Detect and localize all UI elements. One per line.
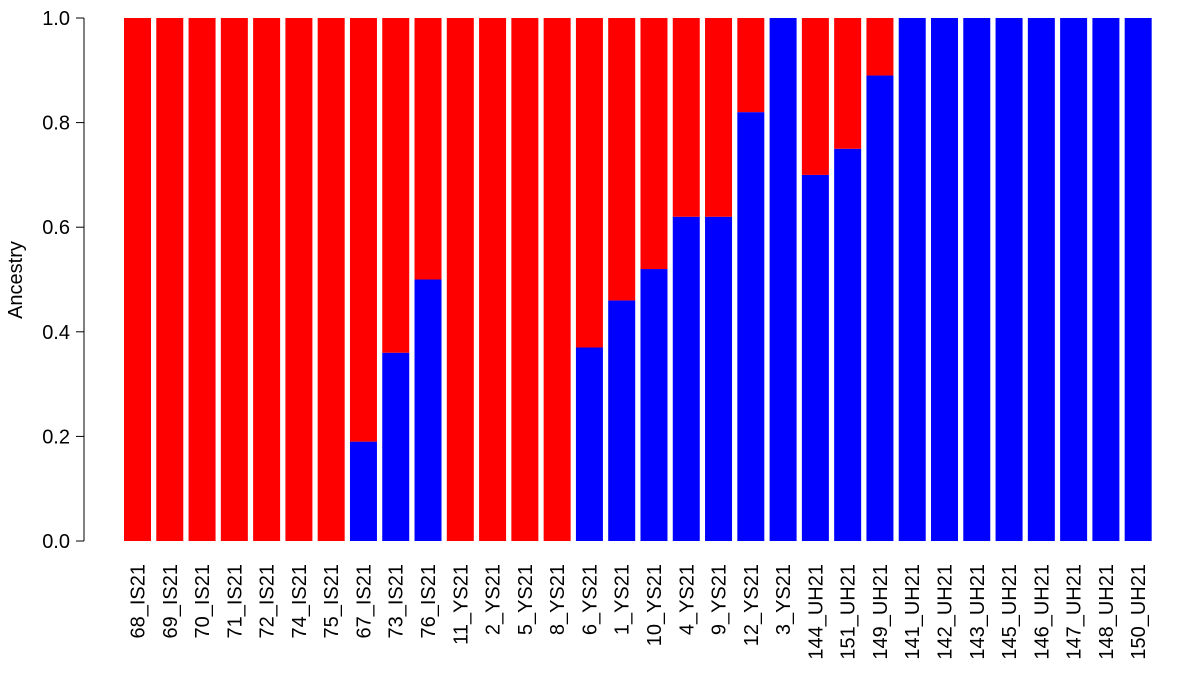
x-tick-label: 146_UH21 (1031, 564, 1053, 660)
bar-segment-70_IS21-s1 (188, 18, 216, 541)
x-tick-label: 2_YS21 (483, 564, 505, 635)
x-tick-label: 3_YS21 (773, 564, 795, 635)
x-tick-label: 68_IS21 (128, 564, 150, 639)
bar-segment-73_IS21-s0 (382, 352, 410, 541)
x-tick-label: 148_UH21 (1096, 564, 1118, 660)
x-tick-label: 70_IS21 (192, 564, 214, 639)
x-tick-label: 1_YS21 (612, 564, 634, 635)
bar-segment-11_YS21-s1 (446, 18, 474, 541)
x-tick-label: 12_YS21 (741, 564, 763, 646)
x-tick-label: 6_YS21 (579, 564, 601, 635)
bar-segment-76_IS21-s0 (414, 279, 442, 541)
bar-segment-144_UH21-s0 (801, 174, 829, 541)
bar-segment-143_UH21-s0 (963, 18, 991, 541)
bar-segment-10_YS21-s1 (640, 18, 668, 270)
bar-segment-5_YS21-s1 (511, 18, 539, 541)
x-tick-label: 4_YS21 (676, 564, 698, 635)
x-tick-label: 145_UH21 (999, 564, 1021, 660)
bar-segment-4_YS21-s1 (672, 18, 700, 217)
bar-segment-67_IS21-s0 (349, 441, 377, 541)
bar-segment-141_UH21-s0 (898, 18, 926, 541)
bar-segment-71_IS21-s1 (220, 18, 248, 541)
bar-segment-76_IS21-s1 (414, 18, 442, 280)
x-tick-label: 71_IS21 (224, 564, 246, 639)
bar-segment-146_UH21-s0 (1027, 18, 1055, 541)
bar-segment-6_YS21-s1 (575, 18, 603, 348)
x-tick-label: 150_UH21 (1128, 564, 1150, 660)
bar-segment-74_IS21-s1 (285, 18, 313, 541)
x-tick-label: 67_IS21 (353, 564, 375, 639)
y-tick-label: 0.8 (42, 113, 70, 135)
bar-segment-147_UH21-s0 (1060, 18, 1088, 541)
bar-segment-3_YS21-s0 (769, 18, 797, 541)
bar-segment-1_YS21-s0 (608, 300, 636, 541)
bar-segment-67_IS21-s1 (349, 18, 377, 442)
bar-segment-69_IS21-s1 (156, 18, 184, 541)
x-tick-label: 69_IS21 (160, 564, 182, 639)
x-tick-label: 142_UH21 (935, 564, 957, 660)
x-tick-label: 149_UH21 (870, 564, 892, 660)
bar-segment-73_IS21-s1 (382, 18, 410, 353)
bars (124, 18, 1152, 542)
bar-segment-149_UH21-s1 (866, 18, 894, 76)
x-tick-label: 143_UH21 (967, 564, 989, 660)
x-tick-label: 74_IS21 (289, 564, 311, 639)
y-axis: 0.0 0.2 0.4 0.6 0.8 1.0 (42, 8, 85, 553)
bar-segment-145_UH21-s0 (995, 18, 1023, 541)
x-tick-label: 144_UH21 (805, 564, 827, 660)
x-tick-label: 147_UH21 (1064, 564, 1086, 660)
bar-segment-142_UH21-s0 (931, 18, 958, 541)
y-tick-label: 0.4 (42, 322, 70, 344)
bar-segment-151_UH21-s0 (834, 148, 862, 541)
x-tick-label: 11_YS21 (450, 564, 472, 645)
bar-segment-151_UH21-s1 (834, 18, 862, 149)
x-tick-label: 76_IS21 (418, 564, 440, 639)
x-tick-label: 9_YS21 (709, 564, 731, 635)
x-tick-label: 151_UH21 (838, 564, 860, 660)
bar-segment-1_YS21-s1 (608, 18, 636, 301)
y-axis-label: Ancestry (5, 241, 27, 319)
bar-segment-149_UH21-s0 (866, 75, 894, 541)
x-tick-label: 8_YS21 (547, 564, 569, 635)
bar-segment-6_YS21-s0 (575, 347, 603, 541)
bar-segment-9_YS21-s1 (705, 18, 733, 217)
bar-segment-68_IS21-s1 (124, 18, 151, 541)
x-tick-label: 72_IS21 (257, 564, 279, 639)
x-tick-label: 10_YS21 (644, 564, 666, 646)
x-tick-label: 73_IS21 (386, 564, 408, 639)
y-tick-label: 1.0 (42, 8, 70, 30)
bar-segment-72_IS21-s1 (253, 18, 281, 541)
x-tick-label: 141_UH21 (902, 564, 924, 660)
bar-segment-9_YS21-s0 (705, 216, 733, 542)
bar-segment-12_YS21-s0 (737, 112, 765, 541)
bar-segment-4_YS21-s0 (672, 216, 700, 542)
bar-segment-75_IS21-s1 (317, 18, 345, 541)
bar-segment-144_UH21-s1 (801, 18, 829, 175)
bar-segment-148_UH21-s0 (1092, 18, 1120, 541)
y-tick-label: 0.0 (42, 531, 70, 553)
x-axis-labels: 68_IS21 69_IS21 70_IS21 71_IS21 72_IS21 74_IS… (128, 564, 1151, 660)
y-tick-label: 0.2 (42, 426, 70, 448)
y-tick-label: 0.6 (42, 217, 70, 239)
bar-segment-12_YS21-s1 (737, 18, 765, 113)
bar-segment-8_YS21-s1 (543, 18, 571, 541)
x-tick-label: 75_IS21 (321, 564, 343, 639)
x-tick-label: 5_YS21 (515, 564, 537, 635)
bar-segment-10_YS21-s0 (640, 269, 668, 541)
bar-segment-2_YS21-s1 (479, 18, 507, 541)
bar-segment-150_UH21-s0 (1124, 18, 1152, 541)
